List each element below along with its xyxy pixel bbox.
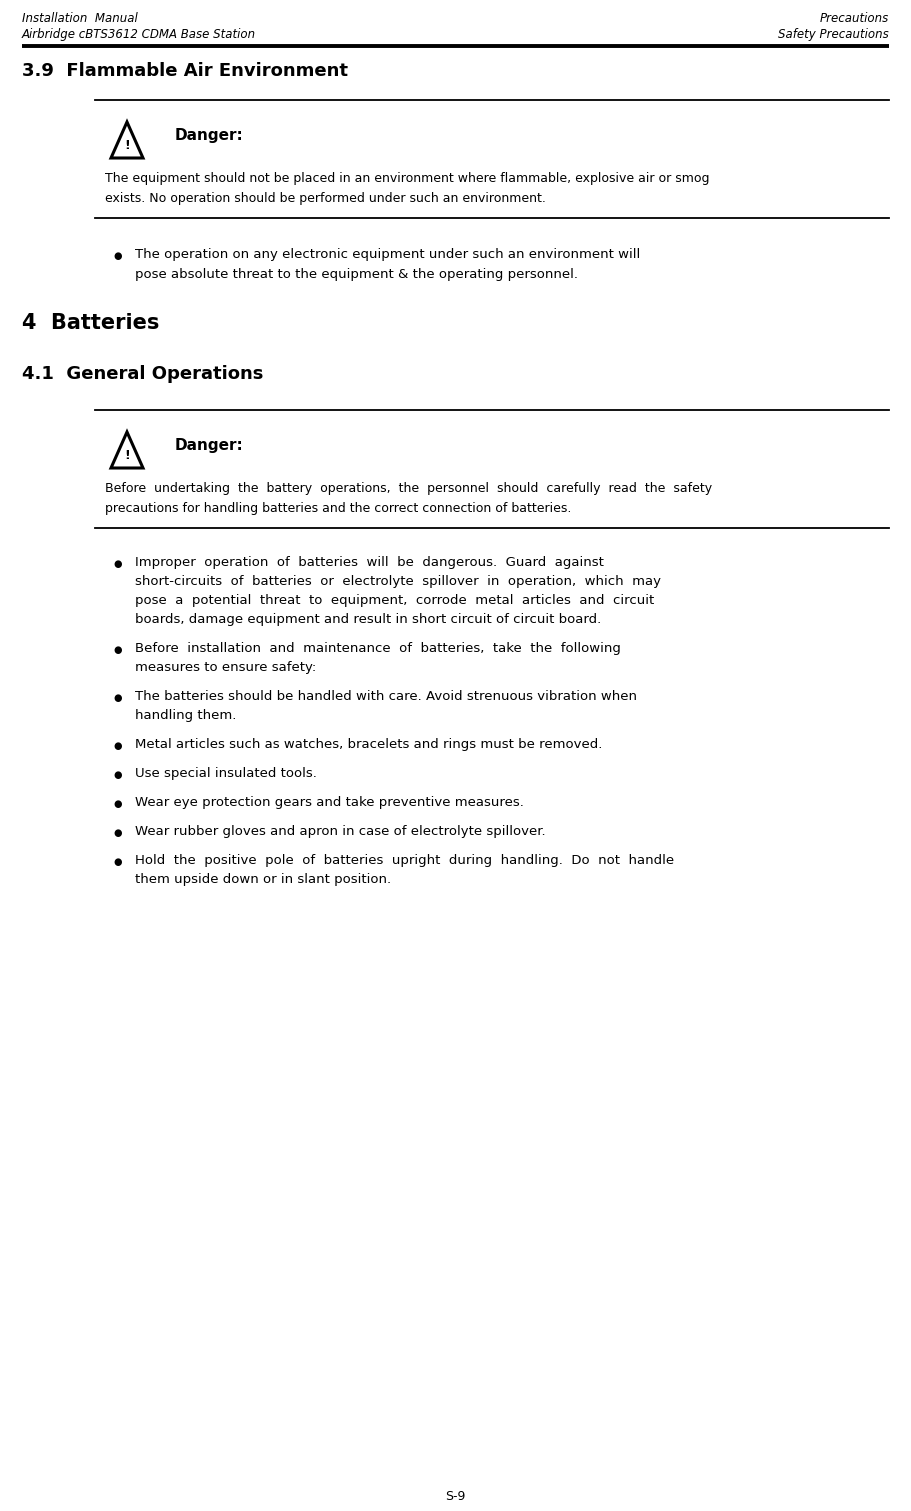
- Text: precautions for handling batteries and the correct connection of batteries.: precautions for handling batteries and t…: [105, 502, 571, 515]
- Text: pose absolute threat to the equipment & the operating personnel.: pose absolute threat to the equipment & …: [135, 267, 578, 281]
- Text: The batteries should be handled with care. Avoid strenuous vibration when: The batteries should be handled with car…: [135, 691, 637, 703]
- Text: The equipment should not be placed in an environment where flammable, explosive : The equipment should not be placed in an…: [105, 172, 710, 184]
- Text: Danger:: Danger:: [175, 128, 244, 144]
- Text: ●: ●: [113, 740, 121, 751]
- Text: exists. No operation should be performed under such an environment.: exists. No operation should be performed…: [105, 192, 546, 205]
- Text: 4.1  General Operations: 4.1 General Operations: [22, 366, 263, 382]
- Text: Improper  operation  of  batteries  will  be  dangerous.  Guard  against: Improper operation of batteries will be …: [135, 556, 604, 570]
- Text: handling them.: handling them.: [135, 709, 236, 722]
- Text: pose  a  potential  threat  to  equipment,  corrode  metal  articles  and  circu: pose a potential threat to equipment, co…: [135, 594, 654, 607]
- Text: Use special insulated tools.: Use special insulated tools.: [135, 768, 317, 780]
- Text: Wear rubber gloves and apron in case of electrolyte spillover.: Wear rubber gloves and apron in case of …: [135, 825, 546, 839]
- Text: ●: ●: [113, 694, 121, 703]
- Text: Wear eye protection gears and take preventive measures.: Wear eye protection gears and take preve…: [135, 796, 524, 808]
- Text: ●: ●: [113, 799, 121, 808]
- Text: Precautions: Precautions: [820, 12, 889, 26]
- Text: 3.9  Flammable Air Environment: 3.9 Flammable Air Environment: [22, 62, 348, 80]
- Text: Danger:: Danger:: [175, 438, 244, 453]
- Text: !: !: [124, 449, 130, 462]
- Text: boards, damage equipment and result in short circuit of circuit board.: boards, damage equipment and result in s…: [135, 613, 601, 626]
- Text: S-9: S-9: [445, 1490, 466, 1503]
- Text: ●: ●: [113, 828, 121, 839]
- Text: Safety Precautions: Safety Precautions: [778, 29, 889, 41]
- Text: Before  undertaking  the  battery  operations,  the  personnel  should  carefull: Before undertaking the battery operation…: [105, 482, 712, 496]
- Text: ●: ●: [113, 645, 121, 654]
- Text: ●: ●: [113, 771, 121, 780]
- Text: Before  installation  and  maintenance  of  batteries,  take  the  following: Before installation and maintenance of b…: [135, 642, 621, 654]
- Text: Metal articles such as watches, bracelets and rings must be removed.: Metal articles such as watches, bracelet…: [135, 737, 602, 751]
- Text: short-circuits  of  batteries  or  electrolyte  spillover  in  operation,  which: short-circuits of batteries or electroly…: [135, 576, 661, 588]
- Text: them upside down or in slant position.: them upside down or in slant position.: [135, 873, 391, 885]
- Text: Installation  Manual: Installation Manual: [22, 12, 138, 26]
- Text: Airbridge cBTS3612 CDMA Base Station: Airbridge cBTS3612 CDMA Base Station: [22, 29, 256, 41]
- Text: measures to ensure safety:: measures to ensure safety:: [135, 660, 316, 674]
- Text: ●: ●: [113, 559, 121, 570]
- Text: ●: ●: [113, 251, 121, 261]
- Text: ●: ●: [113, 857, 121, 867]
- Text: !: !: [124, 139, 130, 153]
- Text: 4  Batteries: 4 Batteries: [22, 313, 159, 332]
- Text: Hold  the  positive  pole  of  batteries  upright  during  handling.  Do  not  h: Hold the positive pole of batteries upri…: [135, 854, 674, 867]
- Text: The operation on any electronic equipment under such an environment will: The operation on any electronic equipmen…: [135, 248, 640, 261]
